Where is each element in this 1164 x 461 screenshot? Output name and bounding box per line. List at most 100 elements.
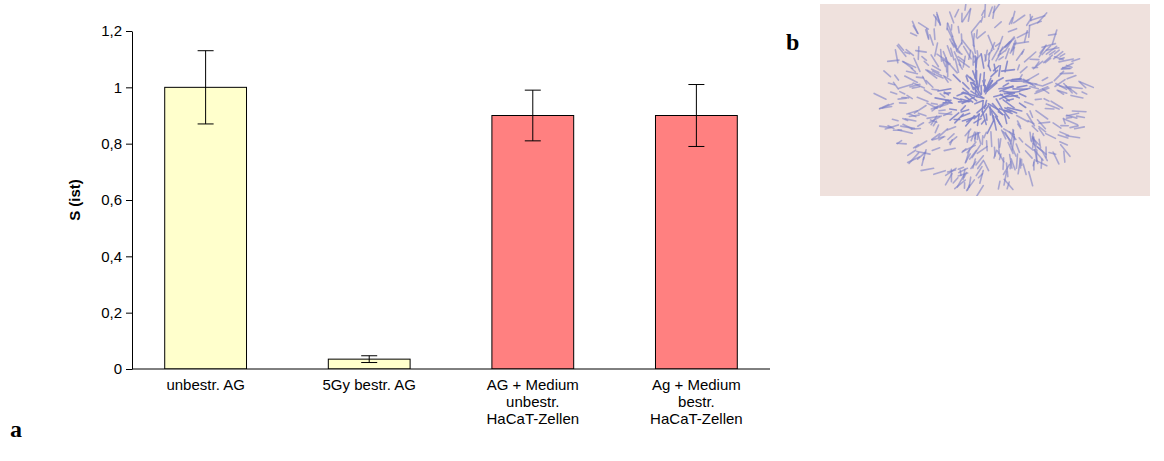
cell	[982, 120, 985, 124]
cell	[968, 9, 970, 22]
cell	[1011, 159, 1015, 170]
cell	[914, 145, 919, 148]
cell	[935, 17, 937, 26]
y-tick: 1	[114, 79, 132, 96]
cell	[981, 136, 983, 145]
cell	[965, 4, 966, 10]
cell	[926, 30, 929, 39]
cell	[948, 134, 954, 140]
cell	[1030, 111, 1033, 117]
cell	[997, 78, 1003, 81]
cell	[972, 52, 974, 57]
cell	[939, 137, 943, 140]
cell	[1024, 82, 1037, 84]
cell	[957, 94, 963, 96]
cell	[1042, 78, 1047, 81]
cell	[993, 116, 996, 130]
cell	[911, 68, 915, 72]
cell	[1000, 154, 1001, 159]
cell	[932, 148, 939, 151]
cell	[901, 126, 915, 128]
cell	[1060, 132, 1069, 136]
cell	[1067, 117, 1072, 119]
cell	[996, 99, 1002, 109]
cell	[977, 97, 984, 98]
cell	[900, 92, 905, 94]
cell	[1072, 59, 1080, 62]
cell	[1060, 142, 1067, 145]
cell	[977, 32, 985, 39]
cell	[1025, 102, 1033, 105]
y-axis-line	[132, 32, 133, 370]
x-tick: 5Gy bestr. AG	[323, 369, 416, 393]
y-tick-label: 1	[114, 79, 122, 96]
cell	[1001, 94, 1010, 101]
cell	[995, 116, 1001, 126]
cell	[964, 46, 971, 58]
cell	[1030, 86, 1038, 88]
cell	[892, 119, 898, 120]
cell	[1033, 143, 1042, 150]
cell	[1044, 99, 1049, 101]
cell	[962, 97, 974, 103]
cell	[924, 61, 928, 65]
cell	[1044, 82, 1053, 85]
cell	[923, 150, 926, 160]
cell	[961, 34, 963, 44]
y-axis-title: S (ist)	[66, 179, 83, 221]
cell	[994, 147, 996, 156]
cell	[986, 141, 988, 151]
cell	[987, 83, 997, 91]
cell	[989, 7, 992, 16]
cell	[1067, 75, 1076, 78]
y-tick: 1,2	[101, 22, 132, 39]
cell	[962, 93, 968, 94]
cell	[995, 22, 1001, 28]
cell	[944, 92, 950, 94]
cell	[1069, 87, 1082, 89]
cell	[950, 12, 954, 23]
cell	[1009, 162, 1011, 169]
cell	[969, 50, 971, 59]
cell	[1017, 51, 1023, 60]
error-bar	[688, 85, 704, 147]
cell	[1004, 92, 1014, 94]
y-axis: 00,20,40,60,811,2	[101, 22, 132, 377]
cell	[883, 104, 894, 108]
cell	[987, 120, 993, 133]
cell	[948, 23, 953, 36]
cell	[1044, 55, 1053, 62]
cell	[963, 88, 968, 92]
cell	[880, 126, 891, 127]
cell	[931, 104, 943, 109]
cell	[1016, 144, 1019, 152]
cell	[998, 112, 1003, 115]
cell	[1036, 62, 1039, 66]
cell	[1032, 67, 1037, 69]
cell	[976, 30, 978, 37]
cell	[999, 66, 1001, 76]
y-tick-label: 0,6	[101, 191, 122, 208]
x-tick-label: unbestr. AG	[166, 376, 244, 393]
y-tick: 0,4	[101, 248, 132, 265]
cell	[1018, 124, 1021, 129]
cell	[959, 168, 968, 172]
cell	[1057, 90, 1066, 93]
cell	[999, 57, 1003, 60]
cell	[1006, 49, 1009, 59]
y-tick-mark	[126, 144, 132, 145]
cell	[1054, 71, 1063, 80]
cell	[893, 82, 898, 89]
cell	[961, 106, 965, 111]
cell	[992, 49, 998, 60]
cell	[994, 64, 995, 71]
cell	[897, 142, 906, 144]
cell	[988, 65, 990, 70]
cell	[1035, 98, 1041, 100]
cell	[983, 73, 985, 81]
error-bar	[361, 356, 377, 363]
cell	[931, 55, 938, 67]
cell	[939, 109, 945, 111]
cell	[1062, 63, 1073, 68]
cell	[1042, 46, 1050, 55]
